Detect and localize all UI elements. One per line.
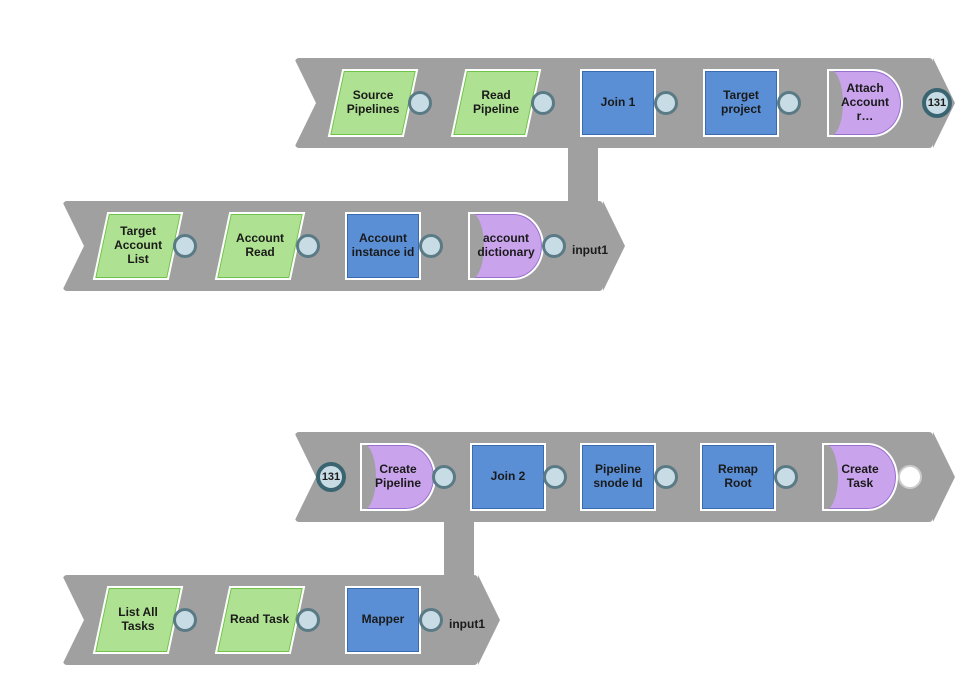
pipeline-port[interactable] — [898, 465, 922, 489]
pipeline-node-label: Source Pipelines — [341, 89, 405, 117]
pipeline-port[interactable] — [173, 608, 197, 632]
pipeline-node[interactable]: Remap Root — [700, 443, 776, 511]
pipeline-port[interactable] — [531, 91, 555, 115]
pipeline-port[interactable] — [419, 608, 443, 632]
pipeline-node[interactable]: Target project — [703, 69, 779, 137]
pipeline-node-label: Account instance id — [351, 232, 415, 260]
pipeline-port[interactable] — [654, 465, 678, 489]
pipeline-node-label: Join 2 — [491, 470, 526, 484]
pipeline-node-label: Attach Account r… — [833, 82, 897, 123]
pipeline-node[interactable]: Pipeline snode Id — [580, 443, 656, 511]
pipeline-node[interactable]: Attach Account r… — [827, 69, 903, 137]
pipeline-node-label: Target project — [709, 89, 773, 117]
pipeline-port[interactable] — [419, 234, 443, 258]
pipeline-node-label: account dictionary — [474, 232, 538, 260]
pipeline-port[interactable] — [296, 234, 320, 258]
pipeline-node[interactable]: Mapper — [345, 586, 421, 654]
pipeline-node[interactable]: Join 1 — [580, 69, 656, 137]
pipeline-node-label: Join 1 — [601, 96, 636, 110]
pipeline-count-badge: 131 — [922, 88, 952, 118]
pipeline-node-label: Pipeline snode Id — [586, 463, 650, 491]
pipeline-node[interactable]: Join 2 — [470, 443, 546, 511]
pipeline-port[interactable] — [654, 91, 678, 115]
pipeline-port[interactable] — [542, 234, 566, 258]
pipeline-node[interactable]: Create Pipeline — [360, 443, 436, 511]
pipeline-port-label: input1 — [572, 243, 608, 257]
pipeline-node[interactable]: Account instance id — [345, 212, 421, 280]
pipeline-node[interactable]: Target Account List — [93, 212, 183, 280]
pipeline-node-label: Create Task — [828, 463, 892, 491]
pipeline-node-label: Account Read — [228, 232, 292, 260]
pipeline-node[interactable]: Read Pipeline — [451, 69, 541, 137]
pipeline-node[interactable]: Account Read — [215, 212, 305, 280]
pipeline-connector — [568, 148, 598, 208]
pipeline-port[interactable] — [408, 91, 432, 115]
pipeline-port[interactable] — [774, 465, 798, 489]
pipeline-port-label: input1 — [449, 617, 485, 631]
pipeline-port[interactable] — [296, 608, 320, 632]
pipeline-node-label: Read Pipeline — [464, 89, 528, 117]
pipeline-node-label: Remap Root — [706, 463, 770, 491]
pipeline-node-label: List All Tasks — [106, 606, 170, 634]
pipeline-port[interactable] — [543, 465, 567, 489]
pipeline-node[interactable]: account dictionary — [468, 212, 544, 280]
pipeline-node-label: Create Pipeline — [366, 463, 430, 491]
pipeline-canvas[interactable]: Source Pipelines Read Pipeline Join 1 Targe… — [0, 0, 975, 673]
pipeline-connector — [444, 522, 474, 582]
pipeline-port[interactable] — [173, 234, 197, 258]
pipeline-node-label: Read Task — [230, 613, 289, 627]
pipeline-node[interactable]: Create Task — [822, 443, 898, 511]
pipeline-node-label: Target Account List — [106, 225, 170, 266]
pipeline-port[interactable] — [432, 465, 456, 489]
pipeline-count-badge: 131 — [316, 462, 346, 492]
pipeline-node[interactable]: Source Pipelines — [328, 69, 418, 137]
pipeline-node[interactable]: List All Tasks — [93, 586, 183, 654]
pipeline-port[interactable] — [777, 91, 801, 115]
pipeline-node[interactable]: Read Task — [215, 586, 305, 654]
pipeline-node-label: Mapper — [362, 613, 405, 627]
